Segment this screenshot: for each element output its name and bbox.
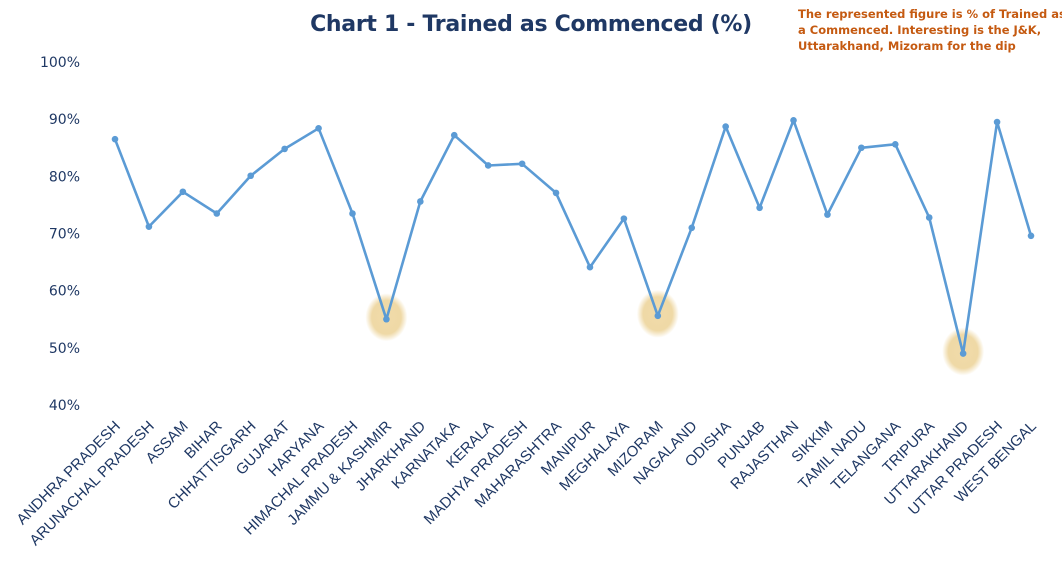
data-point	[756, 204, 763, 212]
annotation-line-1: The represented figure is % of Trained a…	[798, 7, 1062, 21]
data-point	[858, 144, 865, 152]
series-line	[113, 119, 1033, 355]
data-point	[213, 210, 221, 217]
data-point	[722, 123, 729, 130]
data-point	[315, 125, 322, 132]
data-point	[179, 188, 187, 196]
y-tick-label: 60%	[49, 284, 80, 300]
series-group	[111, 117, 1035, 357]
data-point	[247, 172, 255, 180]
y-tick-label: 90%	[49, 112, 80, 128]
data-point	[891, 141, 899, 148]
data-point	[824, 211, 831, 218]
data-point	[383, 315, 390, 323]
data-point	[586, 263, 594, 271]
data-point	[349, 210, 356, 217]
data-point	[518, 160, 526, 168]
y-tick-label: 50%	[49, 341, 80, 357]
annotation-line-3: Uttarakhand, Mizoram for the dip	[798, 39, 1016, 53]
data-point	[417, 198, 424, 205]
chart-annotation: The represented figure is % of Trained a…	[798, 6, 1062, 54]
data-point	[654, 312, 662, 320]
data-point	[281, 145, 288, 153]
data-point	[484, 162, 492, 169]
highlight-group	[365, 289, 985, 376]
data-point	[620, 215, 628, 222]
y-axis: 40% 50% 60% 70% 80% 90% 100%	[40, 55, 80, 414]
data-point	[959, 350, 967, 357]
data-point	[145, 223, 153, 230]
data-point	[688, 224, 696, 232]
chart-title: Chart 1 - Trained as Commenced (%)	[310, 12, 752, 37]
y-tick-label: 70%	[49, 227, 80, 243]
data-point	[111, 135, 119, 143]
data-point	[790, 117, 797, 124]
y-tick-label: 100%	[40, 55, 80, 71]
y-tick-label: 40%	[49, 398, 80, 414]
data-point	[925, 214, 933, 221]
data-point	[993, 118, 1001, 126]
y-tick-label: 80%	[49, 169, 80, 185]
annotation-line-2: a Commenced. Interesting is the J&K,	[798, 23, 1042, 37]
data-point	[450, 131, 458, 139]
data-point	[552, 189, 560, 197]
data-point	[1027, 232, 1035, 240]
